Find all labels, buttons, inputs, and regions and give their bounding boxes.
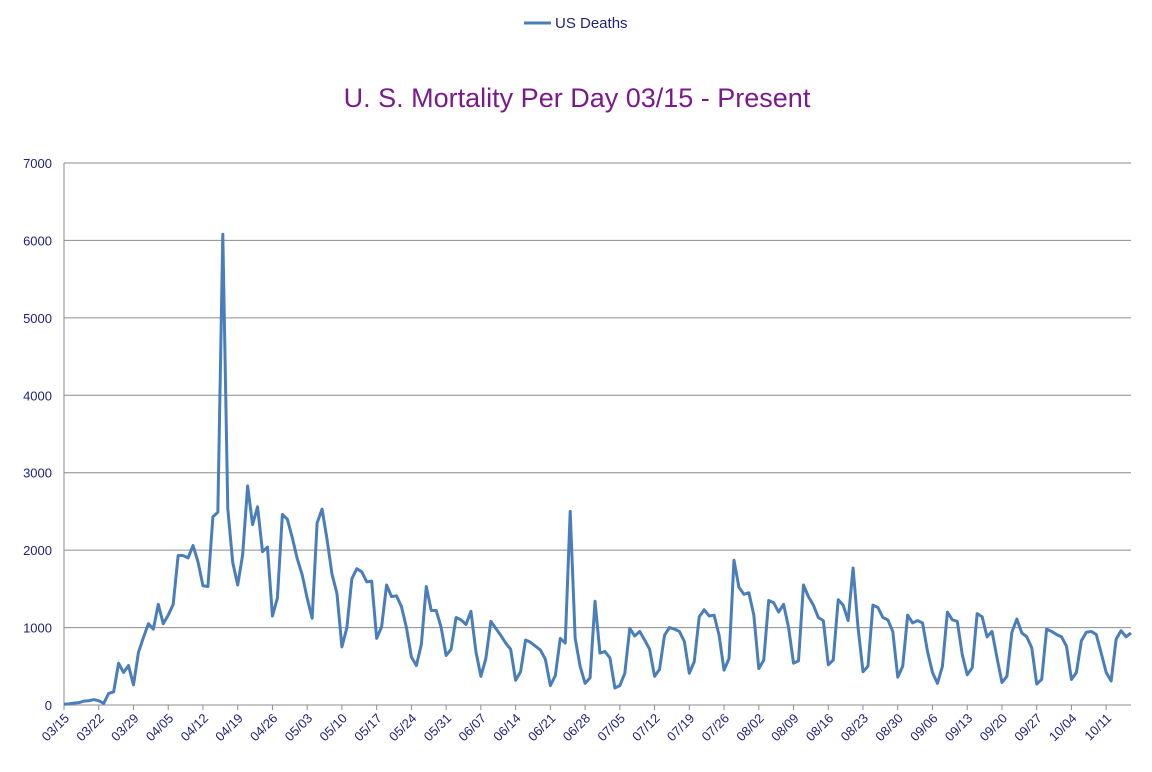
y-tick-label: 4000 [23, 388, 52, 403]
x-tick-label: 07/19 [664, 711, 698, 745]
x-tick-label: 08/23 [838, 711, 872, 745]
y-tick-label: 6000 [23, 233, 52, 248]
x-tick-label: 09/13 [942, 711, 976, 745]
x-tick-label: 06/14 [490, 711, 524, 745]
x-tick-label: 05/24 [386, 711, 420, 745]
x-tick-label: 06/07 [455, 711, 489, 745]
x-tick-label: 04/12 [177, 711, 211, 745]
x-tick-label: 04/26 [247, 711, 281, 745]
y-axis-ticks: 0 1000 2000 3000 4000 5000 6000 7000 [23, 156, 52, 713]
x-tick-label: 05/10 [316, 711, 350, 745]
y-tick-label: 3000 [23, 466, 52, 481]
x-tick-label: 09/27 [1011, 711, 1045, 745]
x-tick-label: 03/15 [39, 711, 73, 745]
x-tick-label: 04/05 [143, 711, 177, 745]
x-tick-label: 04/19 [212, 711, 246, 745]
x-tick-label: 08/16 [803, 711, 837, 745]
x-tick-label: 10/11 [1081, 711, 1114, 744]
x-tick-label: 08/02 [733, 711, 767, 745]
y-tick-label: 7000 [23, 156, 52, 171]
y-tick-label: 2000 [23, 543, 52, 558]
x-axis: 03/15 03/22 03/29 04/05 04/12 04/19 04/26 05/03… [39, 163, 1114, 745]
x-tick-label: 07/26 [699, 711, 733, 745]
x-tick-label: 03/22 [73, 711, 107, 745]
x-tick-label: 10/04 [1046, 711, 1080, 745]
y-tick-label: 0 [45, 698, 52, 713]
series-line-us-deaths [63, 232, 1132, 706]
chart-title: U. S. Mortality Per Day 03/15 - Present [344, 83, 811, 113]
x-tick-label: 05/17 [351, 711, 385, 745]
x-tick-label: 09/20 [976, 711, 1010, 745]
x-tick-label: 06/28 [560, 711, 594, 745]
x-tick-label: 05/03 [282, 711, 316, 745]
y-tick-label: 5000 [23, 311, 52, 326]
x-tick-label: 07/12 [629, 711, 663, 745]
x-tick-label: 09/06 [907, 711, 941, 745]
x-tick-label: 03/29 [108, 711, 142, 745]
legend-label: US Deaths [555, 15, 628, 32]
x-tick-label: 07/05 [594, 711, 628, 745]
series-group [63, 232, 1132, 706]
legend: US Deaths [524, 15, 628, 32]
x-tick-label: 08/09 [768, 711, 802, 745]
x-tick-label: 06/21 [525, 711, 559, 745]
x-tick-label: 05/31 [421, 711, 455, 745]
y-tick-label: 1000 [23, 621, 52, 636]
x-tick-label: 08/30 [872, 711, 906, 745]
